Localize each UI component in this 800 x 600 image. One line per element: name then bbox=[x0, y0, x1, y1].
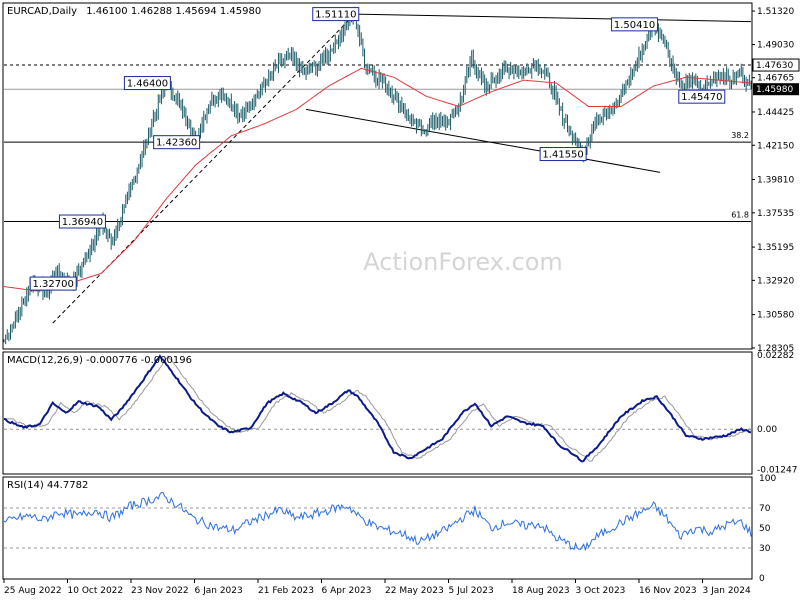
trendline bbox=[354, 13, 752, 23]
annotation-box bbox=[678, 89, 726, 104]
x-axis-label: 5 Jul 2023 bbox=[449, 586, 494, 596]
symbol-label: EURCAD,Daily bbox=[7, 6, 77, 17]
x-axis-label: 25 Aug 2022 bbox=[4, 586, 62, 596]
price-axis-label: 1.44425 bbox=[757, 108, 794, 118]
level-price-box bbox=[752, 58, 800, 72]
fib-level-label: 61.8 bbox=[731, 211, 749, 220]
price-axis-label: 1.37535 bbox=[757, 209, 794, 219]
x-axis-label: 3 Jan 2024 bbox=[703, 586, 751, 596]
price-axis-label: 1.28305 bbox=[757, 344, 794, 354]
moving-average-line bbox=[3, 67, 752, 292]
x-axis-label: 6 Jan 2023 bbox=[195, 586, 243, 596]
price-axis-label: 1.39810 bbox=[757, 176, 794, 186]
level-price-label: 1.47630 bbox=[756, 61, 793, 71]
rsi-axis-label: 100 bbox=[759, 474, 776, 484]
x-axis: 25 Aug 2022 10 Oct 2022 23 Nov 2022 6 Jan 2… bbox=[3, 579, 751, 596]
annotation-box bbox=[611, 17, 659, 32]
rsi-line bbox=[3, 491, 752, 551]
rsi-axis-label: 0 bbox=[759, 574, 765, 584]
macd-panel-title: MACD(12,26,9) -0.000776 -0.000196 bbox=[7, 355, 192, 366]
trendline bbox=[305, 108, 661, 173]
x-axis-label: 23 Nov 2022 bbox=[131, 586, 189, 596]
x-axis-label: 22 May 2023 bbox=[385, 586, 444, 596]
price-axis: 1.51320 1.49030 1.46765 1.44425 1.42150 1.398… bbox=[752, 7, 800, 354]
price-axis-label: 1.46765 bbox=[757, 74, 794, 84]
price-axis-label: 1.30580 bbox=[757, 311, 794, 321]
macd-axis-label: 0.02282 bbox=[757, 351, 794, 361]
rsi-axis-label: 70 bbox=[759, 504, 771, 514]
annotation-label: 1.51110 bbox=[315, 10, 356, 21]
current-price-box bbox=[753, 83, 799, 96]
price-axis-label: 1.51320 bbox=[757, 7, 794, 17]
fib-level-label: 38.2 bbox=[731, 131, 749, 140]
price-axis-label: 1.42150 bbox=[757, 141, 794, 151]
price-levels: 38.2 61.8 bbox=[4, 64, 751, 223]
price-annotations: 1.51110 1.50410 1.46400 1.42360 1.41550 1.454… bbox=[29, 7, 726, 291]
annotation-label: 1.45470 bbox=[681, 92, 722, 103]
price-axis-label: 1.49030 bbox=[757, 41, 794, 51]
ohlc-values: 1.46100 1.46288 1.45694 1.45980 bbox=[86, 6, 261, 17]
x-axis-label: 16 Nov 2023 bbox=[639, 586, 697, 596]
rsi-axis-label: 30 bbox=[759, 544, 771, 554]
rsi-axis-label: 50 bbox=[759, 524, 771, 534]
annotation-box bbox=[539, 147, 587, 162]
annotation-label: 1.42360 bbox=[156, 138, 197, 149]
annotation-label: 1.41550 bbox=[542, 150, 583, 161]
annotation-label: 1.36940 bbox=[62, 217, 103, 228]
annotation-label: 1.46400 bbox=[127, 79, 168, 90]
annotation-box bbox=[29, 276, 77, 291]
x-axis-label: 10 Oct 2022 bbox=[68, 586, 124, 596]
x-axis-label: 21 Feb 2023 bbox=[258, 586, 314, 596]
price-panel-title: EURCAD,Daily 1.46100 1.46288 1.45694 1.4… bbox=[7, 6, 261, 17]
x-axis-label: 6 Apr 2023 bbox=[322, 586, 372, 596]
annotation-box bbox=[58, 214, 106, 229]
annotation-label: 1.50410 bbox=[614, 20, 655, 31]
price-axis-label: 1.32920 bbox=[757, 276, 794, 286]
current-price-label: 1.45980 bbox=[756, 85, 793, 95]
macd-line bbox=[3, 354, 752, 463]
annotation-box bbox=[123, 76, 171, 91]
macd-axis-label: 0.00 bbox=[757, 425, 777, 435]
macd-layer: 0.02282 0.00 -0.01247 bbox=[3, 351, 797, 476]
x-axis-label: 18 Aug 2023 bbox=[512, 586, 570, 596]
annotation-label: 1.32700 bbox=[33, 279, 74, 290]
price-panel-frame bbox=[2, 2, 753, 350]
x-axis-label: 3 Oct 2023 bbox=[576, 586, 626, 596]
price-axis-label: 1.35195 bbox=[757, 243, 794, 253]
rsi-panel-frame bbox=[2, 476, 753, 580]
macd-axis-label: -0.01247 bbox=[757, 466, 797, 476]
rsi-layer: 100 70 50 30 0 bbox=[3, 474, 776, 584]
macd-panel-frame bbox=[2, 351, 753, 475]
rsi-panel-title: RSI(14) 44.7782 bbox=[7, 480, 88, 491]
annotation-box bbox=[312, 7, 360, 22]
macd-signal-line bbox=[4, 355, 752, 462]
watermark: ActionForex.com bbox=[363, 248, 563, 276]
annotation-box bbox=[153, 135, 201, 150]
